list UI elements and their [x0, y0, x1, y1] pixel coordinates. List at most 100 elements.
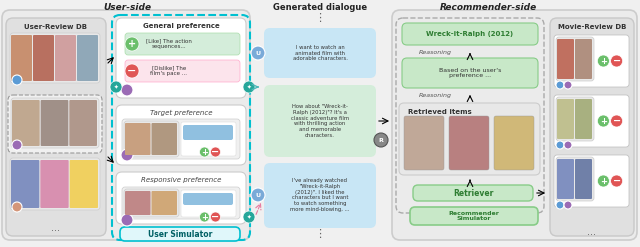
- FancyBboxPatch shape: [557, 99, 574, 139]
- Text: U: U: [255, 50, 260, 56]
- Text: −: −: [612, 116, 621, 126]
- Text: Recommender
Simulator: Recommender Simulator: [449, 211, 499, 221]
- FancyBboxPatch shape: [557, 159, 574, 199]
- FancyBboxPatch shape: [33, 35, 54, 81]
- Text: ...: ...: [51, 223, 61, 233]
- Circle shape: [611, 175, 623, 187]
- Circle shape: [243, 211, 255, 223]
- Text: Generated dialogue: Generated dialogue: [273, 2, 367, 12]
- FancyBboxPatch shape: [152, 123, 177, 155]
- FancyBboxPatch shape: [554, 35, 629, 87]
- FancyBboxPatch shape: [40, 160, 68, 208]
- FancyBboxPatch shape: [70, 160, 98, 208]
- Circle shape: [125, 64, 139, 78]
- FancyBboxPatch shape: [556, 157, 594, 201]
- Text: Responsive preference: Responsive preference: [141, 177, 221, 183]
- FancyBboxPatch shape: [556, 37, 594, 81]
- Circle shape: [597, 115, 609, 127]
- Text: +: +: [600, 177, 607, 185]
- Circle shape: [611, 55, 623, 67]
- Circle shape: [243, 81, 255, 93]
- Circle shape: [211, 147, 221, 157]
- Circle shape: [556, 141, 564, 149]
- FancyBboxPatch shape: [399, 103, 540, 175]
- Circle shape: [564, 141, 572, 149]
- FancyBboxPatch shape: [69, 100, 97, 146]
- FancyBboxPatch shape: [10, 158, 100, 210]
- Text: Retriever: Retriever: [453, 188, 493, 198]
- Circle shape: [200, 147, 209, 157]
- Text: I want to watch an
animated film with
adorable characters.: I want to watch an animated film with ad…: [292, 45, 348, 61]
- FancyBboxPatch shape: [402, 58, 538, 88]
- Circle shape: [110, 81, 122, 93]
- Text: +: +: [201, 212, 208, 222]
- FancyBboxPatch shape: [125, 60, 240, 82]
- Circle shape: [12, 202, 22, 212]
- Circle shape: [121, 84, 133, 96]
- FancyBboxPatch shape: [494, 116, 534, 170]
- FancyBboxPatch shape: [116, 172, 246, 224]
- Text: Recommender-side: Recommender-side: [440, 2, 536, 12]
- FancyBboxPatch shape: [554, 95, 629, 147]
- FancyBboxPatch shape: [11, 35, 32, 81]
- Circle shape: [597, 55, 609, 67]
- Text: ⋮: ⋮: [314, 13, 326, 23]
- Text: Movie-Review DB: Movie-Review DB: [558, 24, 626, 30]
- FancyBboxPatch shape: [392, 10, 637, 240]
- Text: [Like] The action
sequences...: [Like] The action sequences...: [146, 39, 192, 49]
- FancyBboxPatch shape: [556, 97, 594, 141]
- Text: Retrieved items: Retrieved items: [408, 109, 472, 115]
- Text: U: U: [255, 192, 260, 198]
- Circle shape: [374, 133, 388, 147]
- Text: ✦: ✦: [246, 84, 252, 89]
- FancyBboxPatch shape: [183, 193, 233, 205]
- Text: User-Review DB: User-Review DB: [24, 24, 88, 30]
- FancyBboxPatch shape: [181, 190, 236, 217]
- FancyBboxPatch shape: [264, 85, 376, 157]
- Circle shape: [564, 81, 572, 89]
- Text: +: +: [201, 147, 208, 157]
- Text: ...: ...: [588, 227, 596, 237]
- FancyBboxPatch shape: [413, 185, 533, 201]
- Circle shape: [211, 212, 221, 222]
- Text: I've already watched
"Wreck-it-Ralph
(2012)". I liked the
characters but I want
: I've already watched "Wreck-it-Ralph (20…: [291, 178, 349, 212]
- Text: ✦: ✦: [246, 214, 252, 220]
- Circle shape: [251, 188, 265, 202]
- Circle shape: [121, 149, 133, 161]
- Circle shape: [597, 175, 609, 187]
- Text: ⋮: ⋮: [314, 229, 326, 239]
- Circle shape: [611, 115, 623, 127]
- FancyBboxPatch shape: [264, 28, 376, 78]
- Text: Wreck-it-Ralph (2012): Wreck-it-Ralph (2012): [426, 31, 513, 37]
- Circle shape: [12, 75, 22, 85]
- Text: +: +: [600, 117, 607, 125]
- FancyBboxPatch shape: [575, 39, 592, 79]
- FancyBboxPatch shape: [2, 10, 250, 240]
- FancyBboxPatch shape: [116, 18, 246, 98]
- Circle shape: [556, 201, 564, 209]
- FancyBboxPatch shape: [402, 23, 538, 45]
- Text: Reasoning: Reasoning: [419, 92, 451, 98]
- Circle shape: [12, 140, 22, 150]
- FancyBboxPatch shape: [122, 119, 240, 159]
- FancyBboxPatch shape: [575, 159, 592, 199]
- Text: [Dislike] The
film's pace ...: [Dislike] The film's pace ...: [150, 66, 188, 76]
- Circle shape: [556, 81, 564, 89]
- FancyBboxPatch shape: [55, 35, 76, 81]
- Circle shape: [121, 214, 133, 226]
- FancyBboxPatch shape: [550, 18, 634, 236]
- Text: −: −: [211, 147, 220, 157]
- FancyBboxPatch shape: [120, 227, 240, 241]
- Text: Target preference: Target preference: [150, 110, 212, 116]
- FancyBboxPatch shape: [557, 39, 574, 79]
- FancyBboxPatch shape: [410, 207, 538, 225]
- FancyBboxPatch shape: [8, 95, 102, 153]
- Text: +: +: [128, 39, 136, 49]
- Text: +: +: [600, 57, 607, 65]
- FancyBboxPatch shape: [10, 33, 100, 83]
- FancyBboxPatch shape: [116, 105, 246, 165]
- FancyBboxPatch shape: [152, 191, 177, 215]
- Text: −: −: [612, 176, 621, 186]
- Circle shape: [251, 46, 265, 60]
- Text: Reasoning: Reasoning: [419, 49, 451, 55]
